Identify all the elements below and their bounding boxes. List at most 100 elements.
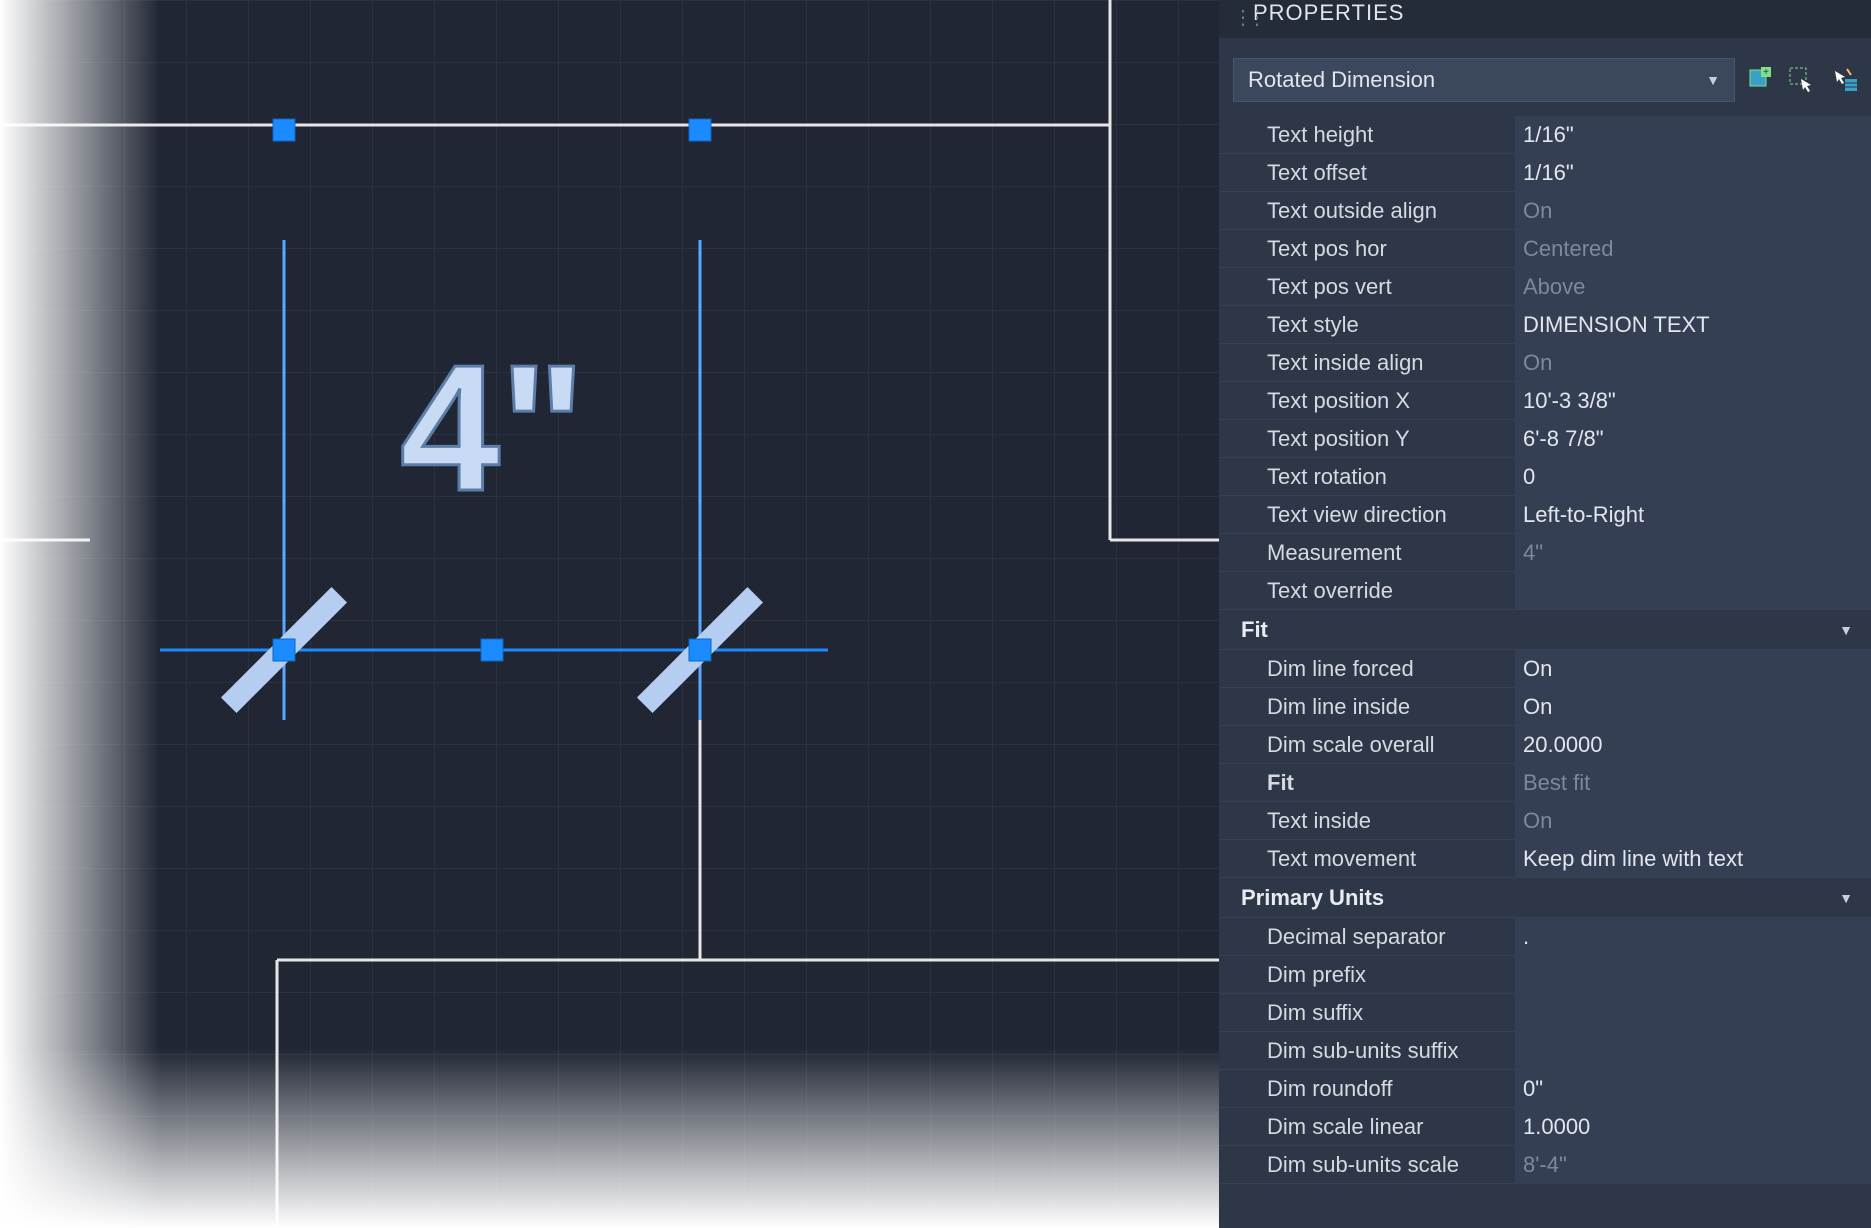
prop-row-dim-line-inside[interactable]: Dim line insideOn — [1219, 688, 1871, 726]
chevron-down-icon: ▼ — [1839, 622, 1853, 638]
drawing-canvas[interactable]: 4" — [0, 0, 1219, 1228]
prop-row-text-inside-align[interactable]: Text inside alignOn — [1219, 344, 1871, 382]
prop-row-dim-scale-overall[interactable]: Dim scale overall20.0000 — [1219, 726, 1871, 764]
prop-value[interactable]: 1.0000 — [1515, 1108, 1871, 1145]
prop-label: Dim sub-units scale — [1253, 1152, 1515, 1178]
section-primary-units[interactable]: Primary Units▼ — [1219, 878, 1871, 918]
prop-label: Text movement — [1253, 846, 1515, 872]
chevron-down-icon: ▼ — [1706, 72, 1720, 88]
prop-value[interactable]: DIMENSION TEXT — [1515, 306, 1871, 343]
prop-row-text-rotation[interactable]: Text rotation0 — [1219, 458, 1871, 496]
prop-label: Dim suffix — [1253, 1000, 1515, 1026]
prop-row-text-pos-hor[interactable]: Text pos horCentered — [1219, 230, 1871, 268]
toggle-pickadd-icon[interactable]: + — [1743, 63, 1777, 97]
panel-grip-icon[interactable] — [1233, 4, 1243, 28]
prop-label: Text pos vert — [1253, 274, 1515, 300]
prop-label: Dim scale linear — [1253, 1114, 1515, 1140]
prop-row-text-pos-vert[interactable]: Text pos vertAbove — [1219, 268, 1871, 306]
prop-row-text-position-y[interactable]: Text position Y6'-8 7/8" — [1219, 420, 1871, 458]
prop-row-dim-sub-units-suffix[interactable]: Dim sub-units suffix — [1219, 1032, 1871, 1070]
grip-0[interactable] — [273, 119, 295, 141]
prop-row-text-inside[interactable]: Text insideOn — [1219, 802, 1871, 840]
prop-label: Text override — [1253, 578, 1515, 604]
prop-value[interactable]: 10'-3 3/8" — [1515, 382, 1871, 419]
prop-value[interactable] — [1515, 572, 1871, 609]
prop-value[interactable]: 20.0000 — [1515, 726, 1871, 763]
prop-value[interactable]: 0" — [1515, 1070, 1871, 1107]
prop-row-text-movement[interactable]: Text movementKeep dim line with text — [1219, 840, 1871, 878]
prop-value[interactable]: . — [1515, 918, 1871, 955]
prop-row-text-style[interactable]: Text styleDIMENSION TEXT — [1219, 306, 1871, 344]
prop-value[interactable]: On — [1515, 688, 1871, 725]
prop-label: Decimal separator — [1253, 924, 1515, 950]
prop-value[interactable]: 4" — [1515, 534, 1871, 571]
prop-label: Text style — [1253, 312, 1515, 338]
prop-value[interactable]: Best fit — [1515, 764, 1871, 801]
prop-label: Dim sub-units suffix — [1253, 1038, 1515, 1064]
prop-label: Text inside — [1253, 808, 1515, 834]
prop-value[interactable]: On — [1515, 344, 1871, 381]
prop-value[interactable]: 0 — [1515, 458, 1871, 495]
prop-row-text-view-direction[interactable]: Text view directionLeft-to-Right — [1219, 496, 1871, 534]
prop-label: Dim line inside — [1253, 694, 1515, 720]
prop-value[interactable]: On — [1515, 802, 1871, 839]
prop-label: Text inside align — [1253, 350, 1515, 376]
prop-label: Text offset — [1253, 160, 1515, 186]
properties-list: Text height1/16"Text offset1/16"Text out… — [1219, 116, 1871, 1228]
select-objects-icon[interactable] — [1785, 63, 1819, 97]
grip-4[interactable] — [689, 639, 711, 661]
prop-row-text-height[interactable]: Text height1/16" — [1219, 116, 1871, 154]
prop-value[interactable] — [1515, 956, 1871, 993]
prop-label: Dim roundoff — [1253, 1076, 1515, 1102]
prop-row-dim-line-forced[interactable]: Dim line forcedOn — [1219, 650, 1871, 688]
prop-row-text-outside-align[interactable]: Text outside alignOn — [1219, 192, 1871, 230]
prop-value[interactable]: 1/16" — [1515, 116, 1871, 153]
section-title: Primary Units — [1241, 885, 1384, 911]
prop-label: Dim scale overall — [1253, 732, 1515, 758]
properties-panel-header[interactable]: PROPERTIES — [1219, 0, 1871, 38]
object-type-label: Rotated Dimension — [1248, 67, 1435, 93]
prop-row-text-position-x[interactable]: Text position X10'-3 3/8" — [1219, 382, 1871, 420]
prop-value[interactable]: On — [1515, 192, 1871, 229]
prop-row-fit[interactable]: FitBest fit — [1219, 764, 1871, 802]
prop-label: Text height — [1253, 122, 1515, 148]
prop-value[interactable]: Keep dim line with text — [1515, 840, 1871, 877]
prop-label: Dim line forced — [1253, 656, 1515, 682]
properties-panel: PROPERTIES Rotated Dimension ▼ + Text he… — [1219, 0, 1871, 1228]
prop-label: Text rotation — [1253, 464, 1515, 490]
prop-row-decimal-separator[interactable]: Decimal separator. — [1219, 918, 1871, 956]
quick-select-icon[interactable] — [1827, 63, 1861, 97]
grip-2[interactable] — [273, 639, 295, 661]
properties-toolbar: Rotated Dimension ▼ + — [1219, 38, 1871, 116]
section-fit[interactable]: Fit ▼ — [1219, 610, 1871, 650]
prop-value[interactable] — [1515, 1032, 1871, 1069]
prop-value[interactable]: Above — [1515, 268, 1871, 305]
prop-label: Text view direction — [1253, 502, 1515, 528]
grip-1[interactable] — [689, 119, 711, 141]
prop-value[interactable]: 6'-8 7/8" — [1515, 420, 1871, 457]
prop-row-text-override[interactable]: Text override — [1219, 572, 1871, 610]
prop-value[interactable]: 1/16" — [1515, 154, 1871, 191]
prop-row-dim-suffix[interactable]: Dim suffix — [1219, 994, 1871, 1032]
prop-value[interactable] — [1515, 994, 1871, 1031]
prop-value[interactable]: Centered — [1515, 230, 1871, 267]
grip-3[interactable] — [481, 639, 503, 661]
prop-label: Fit — [1253, 770, 1515, 796]
section-title: Fit — [1241, 617, 1268, 643]
canvas-svg: 4" — [0, 0, 1219, 1228]
svg-text:+: + — [1763, 67, 1769, 78]
dimension-text[interactable]: 4" — [400, 328, 585, 529]
prop-label: Dim prefix — [1253, 962, 1515, 988]
prop-row-measurement[interactable]: Measurement4" — [1219, 534, 1871, 572]
prop-value[interactable]: 8'-4" — [1515, 1146, 1871, 1183]
prop-value[interactable]: Left-to-Right — [1515, 496, 1871, 533]
panel-title: PROPERTIES — [1253, 0, 1404, 26]
prop-value[interactable]: On — [1515, 650, 1871, 687]
prop-row-text-offset[interactable]: Text offset1/16" — [1219, 154, 1871, 192]
prop-row-dim-prefix[interactable]: Dim prefix — [1219, 956, 1871, 994]
object-type-dropdown[interactable]: Rotated Dimension ▼ — [1233, 58, 1735, 102]
prop-row-dim-sub-units-scale[interactable]: Dim sub-units scale8'-4" — [1219, 1146, 1871, 1184]
prop-row-dim-scale-linear[interactable]: Dim scale linear1.0000 — [1219, 1108, 1871, 1146]
prop-row-dim-roundoff[interactable]: Dim roundoff0" — [1219, 1070, 1871, 1108]
prop-label: Text outside align — [1253, 198, 1515, 224]
